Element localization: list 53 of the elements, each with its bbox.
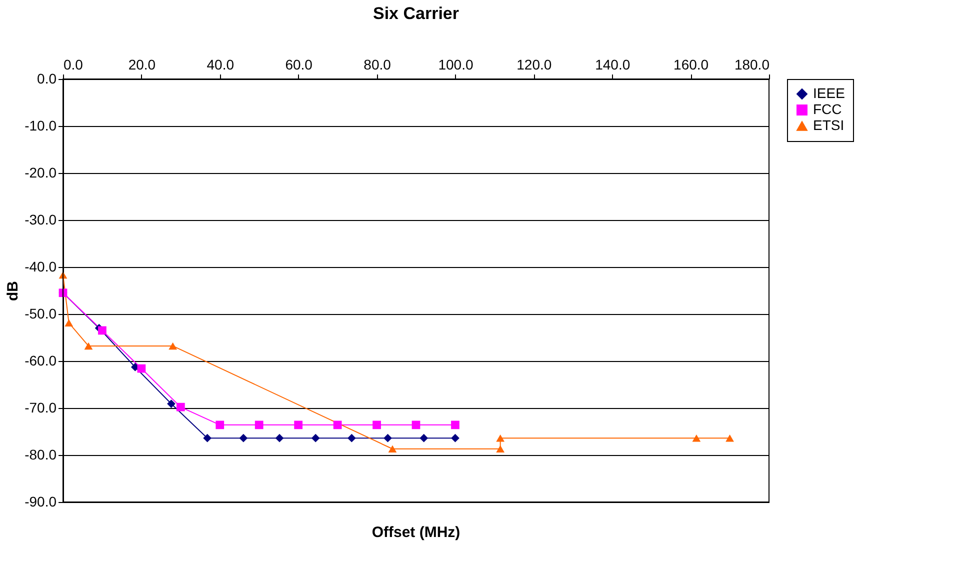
x-tick-label: 80.0 — [364, 56, 392, 72]
y-tick-label: -70.0 — [24, 400, 57, 416]
y-tick-label: -50.0 — [24, 306, 57, 322]
point — [496, 445, 505, 453]
legend-label: IEEE — [813, 85, 845, 101]
point — [692, 434, 701, 442]
point — [84, 342, 93, 350]
y-tick-label: -20.0 — [24, 164, 57, 180]
point — [412, 420, 420, 430]
y-tick-label: -30.0 — [24, 212, 57, 228]
chart-title: Six Carrier — [373, 4, 460, 23]
x-tick-label: 60.0 — [285, 56, 313, 72]
x-tick-label: 100.0 — [438, 56, 474, 72]
y-tick-label: -10.0 — [24, 118, 57, 134]
y-tick-label: -90.0 — [24, 494, 57, 510]
point — [420, 434, 428, 442]
point — [216, 420, 224, 430]
point — [451, 420, 460, 430]
point — [176, 402, 185, 412]
point — [496, 434, 505, 442]
x-tick-label: 0.0 — [64, 56, 84, 72]
point — [451, 434, 460, 442]
x-axis-title: Offset (MHz) — [372, 524, 460, 541]
x-tick-label: 120.0 — [516, 56, 552, 72]
y-tick-label: 0.0 — [37, 70, 57, 86]
point — [98, 326, 106, 335]
point — [333, 420, 342, 430]
x-tick-label: 40.0 — [206, 56, 234, 72]
point — [384, 434, 392, 442]
x-tick-label: 160.0 — [674, 56, 709, 72]
point — [294, 420, 303, 430]
x-tick-label: 140.0 — [595, 56, 630, 72]
y-tick-label: -60.0 — [24, 352, 57, 368]
x-tick-label: 180.0 — [734, 56, 770, 72]
point — [347, 434, 356, 442]
point — [168, 342, 178, 350]
point — [203, 434, 212, 442]
point — [64, 319, 74, 327]
legend-label: ETSI — [813, 117, 844, 133]
y-tick-label: -40.0 — [24, 258, 57, 274]
point — [275, 434, 284, 442]
point — [372, 420, 381, 430]
legend-label: FCC — [813, 101, 842, 117]
point — [726, 434, 734, 442]
point — [167, 400, 176, 408]
point — [311, 434, 320, 442]
point — [137, 364, 146, 373]
point — [239, 434, 248, 442]
point — [388, 445, 397, 453]
x-tick-label: 20.0 — [128, 56, 156, 72]
point — [254, 420, 264, 430]
y-tick-label: -80.0 — [24, 446, 57, 462]
y-axis-title: dB — [4, 280, 22, 301]
